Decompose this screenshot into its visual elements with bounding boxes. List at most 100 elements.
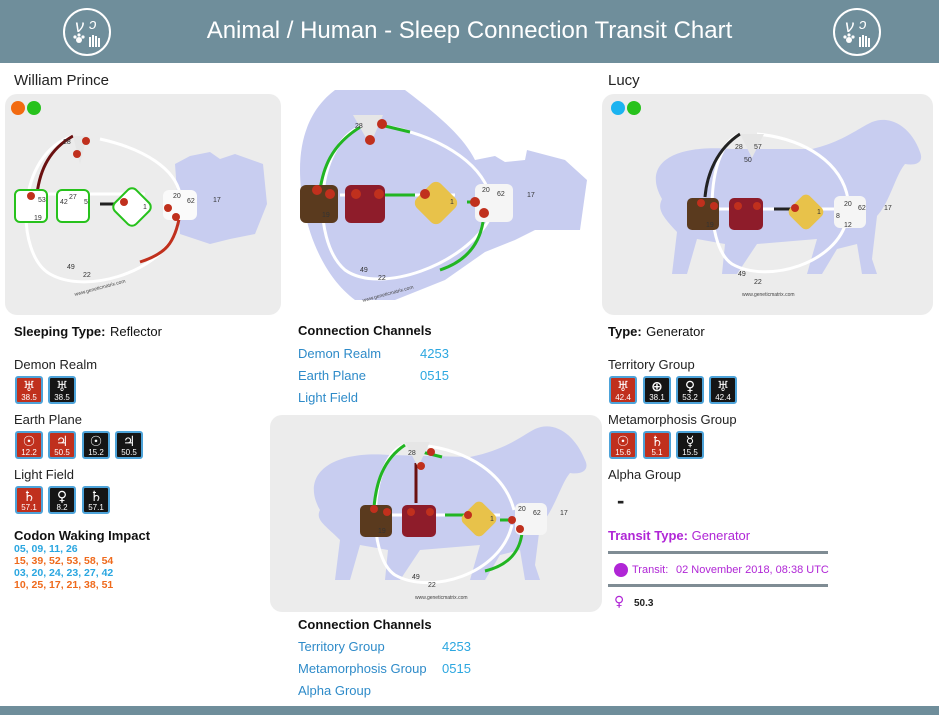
- green-dot: [627, 101, 641, 115]
- planet-badge[interactable]: ♅ 38.5: [48, 376, 76, 404]
- svg-text:19: 19: [322, 212, 330, 219]
- svg-text:62: 62: [533, 510, 541, 517]
- animal-name: Lucy: [608, 72, 640, 89]
- dog-connection-chart: 28 20 62 17 1 19 49 22 www.geneticmatrix.com: [313, 426, 587, 601]
- svg-text:1: 1: [450, 199, 454, 206]
- channel-link-alpha-group[interactable]: Alpha Group: [298, 683, 371, 698]
- svg-text:62: 62: [858, 205, 866, 212]
- svg-text:49: 49: [67, 264, 75, 271]
- planet-badge[interactable]: ☉ 15.6: [609, 431, 637, 459]
- planet-badge[interactable]: ☉ 12.2: [15, 431, 43, 459]
- planet-badge[interactable]: ♅ 42.4: [609, 376, 637, 404]
- transit-dot: [614, 563, 628, 577]
- svg-text:17: 17: [884, 205, 892, 212]
- blue-dot: [611, 101, 625, 115]
- planet-badge[interactable]: ♃ 50.5: [48, 431, 76, 459]
- chart-caption: www.geneticmatrix.com: [415, 595, 468, 601]
- svg-text:50: 50: [744, 157, 752, 164]
- channel-link-metamorphosis-group[interactable]: Metamorphosis Group: [298, 661, 427, 676]
- group-title: Light Field: [14, 467, 74, 482]
- channel-code: 0515: [442, 661, 471, 676]
- svg-text:62: 62: [497, 191, 505, 198]
- transit-value: 50.3: [634, 598, 654, 609]
- svg-text:28: 28: [355, 123, 363, 130]
- svg-text:17: 17: [213, 197, 221, 204]
- planet-badge[interactable]: ⊕ 38.1: [643, 376, 671, 404]
- planet-badge[interactable]: ♅ 42.4: [709, 376, 737, 404]
- page-title: Animal / Human - Sleep Connection Transi…: [206, 17, 733, 44]
- svg-text:17: 17: [560, 510, 568, 517]
- svg-text:20: 20: [482, 187, 490, 194]
- channel-code: 4253: [442, 639, 471, 654]
- paw-hand-logo-right: ν ɔ: [833, 8, 881, 56]
- channel-link-demon-realm[interactable]: Demon Realm: [298, 346, 382, 361]
- svg-text:20: 20: [518, 506, 526, 513]
- planet-badge[interactable]: ♄ 5.1: [643, 431, 671, 459]
- svg-text:22: 22: [428, 582, 436, 589]
- divider: [608, 584, 828, 587]
- channel-link-earth-plane[interactable]: Earth Plane: [298, 368, 366, 383]
- channel-link-light-field[interactable]: Light Field: [298, 390, 358, 405]
- sleeping-type-value: Reflector: [109, 324, 162, 339]
- group-title: Earth Plane: [14, 412, 82, 427]
- planet-badge[interactable]: ♀ 53.2: [676, 376, 704, 404]
- svg-text:12: 12: [844, 222, 852, 229]
- codon-title: Codon Waking Impact: [14, 528, 151, 543]
- svg-text:53: 53: [38, 197, 46, 204]
- svg-text:20: 20: [844, 201, 852, 208]
- group-title: Demon Realm: [14, 357, 98, 372]
- planet-badge[interactable]: ☉ 15.2: [82, 431, 110, 459]
- planet-badge[interactable]: ♃ 50.5: [115, 431, 143, 459]
- person-name: William Prince: [14, 72, 110, 89]
- svg-text:22: 22: [754, 279, 762, 286]
- svg-text:1: 1: [143, 204, 147, 211]
- svg-text:19: 19: [34, 215, 42, 222]
- svg-text:22: 22: [83, 272, 91, 279]
- paw-hand-logo-left: ν ɔ: [63, 8, 111, 56]
- codon-line: 15, 39, 52, 53, 58, 54: [14, 555, 114, 567]
- channel-link-territory-group[interactable]: Territory Group: [298, 639, 385, 654]
- type-label: Type:: [608, 324, 642, 339]
- transit-type-value: Generator: [691, 528, 751, 543]
- transit-label: Transit:: [632, 564, 669, 576]
- svg-text:28: 28: [735, 144, 743, 151]
- transit-type-row: Transit Type: Generator: [608, 528, 750, 543]
- type-row: Type: Generator: [608, 323, 705, 341]
- svg-text:20: 20: [173, 193, 181, 200]
- connection-channels-title: Connection Channels: [298, 323, 432, 338]
- svg-text:42: 42: [60, 199, 68, 206]
- group-title: Territory Group: [608, 357, 695, 372]
- channel-code: 4253: [420, 346, 449, 361]
- svg-text:28: 28: [408, 450, 416, 457]
- svg-text:49: 49: [360, 267, 368, 274]
- connection-channels-title: Connection Channels: [298, 617, 432, 632]
- svg-text:49: 49: [412, 574, 420, 581]
- svg-text:ɔ: ɔ: [89, 16, 97, 33]
- green-dot: [27, 101, 41, 115]
- svg-text:1: 1: [490, 516, 494, 523]
- transit-type-label: Transit Type:: [608, 528, 688, 543]
- planet-badge[interactable]: ♀ 8.2: [48, 486, 76, 514]
- orange-dot: [11, 101, 25, 115]
- planet-badge[interactable]: ☿ 15.5: [676, 431, 704, 459]
- transit-date: 02 November 2018, 08:38 UTC: [676, 564, 829, 576]
- svg-text:5: 5: [84, 199, 88, 206]
- svg-text:17: 17: [527, 192, 535, 199]
- sleeping-type-row: Sleeping Type: Reflector: [14, 323, 162, 341]
- svg-text:19: 19: [706, 222, 714, 229]
- planet-badge[interactable]: ♄ 57.1: [82, 486, 110, 514]
- svg-text:49: 49: [738, 271, 746, 278]
- planet-badge[interactable]: ♅ 38.5: [15, 376, 43, 404]
- svg-text:ν: ν: [75, 16, 84, 36]
- planet-badge[interactable]: ♄ 57.1: [15, 486, 43, 514]
- chart-caption: www.geneticmatrix.com: [742, 292, 795, 298]
- group-title: Alpha Group: [608, 467, 681, 482]
- header-bar: ν ɔ Animal / Human - Sleep Connection Tr…: [0, 0, 939, 63]
- codon-line: 05, 09, 11, 26: [14, 543, 78, 555]
- svg-text:ɔ: ɔ: [859, 16, 867, 33]
- dog-bodygraph-chart: 28 57 50 20 62 17 8 12 1 19 49 22 www.geneticm…: [655, 119, 922, 298]
- svg-text:1: 1: [817, 209, 821, 216]
- svg-text:22: 22: [378, 275, 386, 282]
